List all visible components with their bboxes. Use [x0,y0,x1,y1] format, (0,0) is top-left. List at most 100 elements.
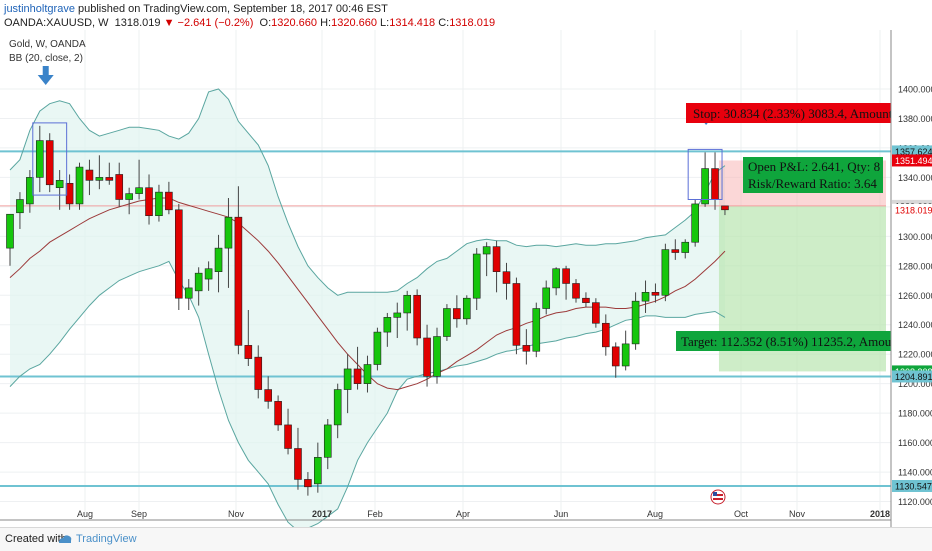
candle [314,442,322,493]
price-tick-label: 1220.000 [898,350,932,360]
position-labels: Stop: 30.834 (2.33%) 3083.4, Amount: 3.6… [676,103,916,351]
candle [621,330,630,371]
candle [214,234,223,293]
candle [512,277,521,355]
price-label-line: 1204.891 [892,370,932,383]
target-label-box [676,331,891,351]
candle [462,295,471,325]
highlight-box[interactable] [32,122,68,196]
time-tick-label: Aug [647,509,663,519]
stop-label-box [686,103,891,123]
time-tick-label: 2018 [870,509,890,519]
pnl-label-line1: Open P&L: 2.641, Qty: 8 [748,159,880,174]
candle [224,198,233,288]
price-tick-label: 1340.000 [898,173,932,183]
candle [592,298,600,328]
down-arrow-icon[interactable] [37,66,54,85]
price-tick-label: 1140.000 [898,468,932,478]
pnl-label-box [743,157,883,193]
candle [661,243,670,302]
candle [572,279,580,303]
price-tick-label: 1400.000 [898,85,932,95]
price-chart[interactable]: Stop: 30.834 (2.33%) 3083.4, Amount: 3.6… [0,30,932,527]
candle [423,324,431,387]
price-tick-label: 1200.000 [898,379,932,389]
candle [611,342,620,378]
stop-label: Stop: 30.834 (2.33%) 3083.4, Amount: 3.6 [693,106,916,121]
candle [651,283,660,303]
candle [55,170,64,210]
close-value: 1318.019 [449,17,496,29]
candle [363,355,372,393]
time-tick-label: Apr [456,509,470,519]
candle [35,125,44,193]
author-link[interactable]: justinholtgrave [4,3,75,15]
price-tick-label: 1240.000 [898,320,932,330]
candle [681,239,690,259]
svg-text:1130.547: 1130.547 [895,481,932,491]
low-value: 1314.418 [389,17,436,29]
price-axis[interactable]: 1100.000 1120.000 1140.000 1160.000 1180.000… [890,30,932,528]
candle [522,329,531,365]
candle [443,304,451,341]
tradingview-cloud-icon [59,535,72,543]
high-value: 1320.660 [331,17,377,29]
candle [631,292,640,350]
pnl-label-line2: Risk/Reward Ratio: 3.64 [748,176,877,191]
time-axis[interactable]: Aug Sep Nov 2017 Feb Apr Jun Aug Oct Nov 2018 [0,509,891,521]
candle [453,295,461,328]
highlight-box[interactable] [687,148,723,201]
candle [105,162,114,185]
svg-text:1204.891: 1204.891 [895,372,932,382]
price-label-last: 1318.019 [892,203,932,216]
candle [403,290,412,331]
candlestick-series [6,125,729,496]
price-change: −2.641 (−0.2%) [177,17,254,29]
open-value: 1320.660 [271,17,318,29]
candle [333,383,342,439]
candle [582,292,590,308]
candle [95,155,104,190]
candle [373,327,382,371]
candle [433,327,441,384]
svg-text:1318.019: 1318.019 [895,205,932,215]
published-text: published on TradingView.com, September … [78,3,388,15]
candle [125,187,133,215]
candle [542,280,551,315]
price-tick-label: 1280.000 [898,261,932,271]
candle [135,159,143,200]
price-tick-label: 1380.000 [898,114,932,124]
us-flag-icon[interactable] [710,489,726,505]
candle [691,199,699,247]
time-tick-label: Jun [554,509,569,519]
candle [641,280,650,313]
candle [254,345,263,399]
time-tick-label: Nov [228,509,245,519]
candle [562,265,570,300]
price-tick-label: 1180.000 [898,409,932,419]
candle [304,472,312,496]
price-tick-label: 1100.000 [898,527,932,528]
symbol-label: OANDA:XAUUSD, W [4,17,109,29]
candle [343,354,352,414]
candle [145,174,153,225]
price-tick-label: 1260.000 [898,291,932,301]
candle [721,205,729,216]
candle [244,310,253,366]
open-label: O: [259,17,272,29]
bollinger-upper-line [9,88,726,296]
price-tick-label: 1300.000 [898,232,932,242]
footer-bar: Created with TradingView [0,527,932,551]
candle [284,408,292,455]
svg-text:1357.624: 1357.624 [895,147,932,157]
candle [204,261,213,291]
candle [26,170,34,213]
tradingview-link[interactable]: TradingView [76,533,137,545]
last-price: 1318.019 [114,17,161,29]
time-tick-label: Feb [367,509,383,519]
time-tick-label: Oct [734,509,749,519]
time-tick-label: Nov [789,509,806,519]
price-label-stop: 1351.494 [892,154,932,167]
candle [65,174,74,210]
candle [393,302,402,338]
